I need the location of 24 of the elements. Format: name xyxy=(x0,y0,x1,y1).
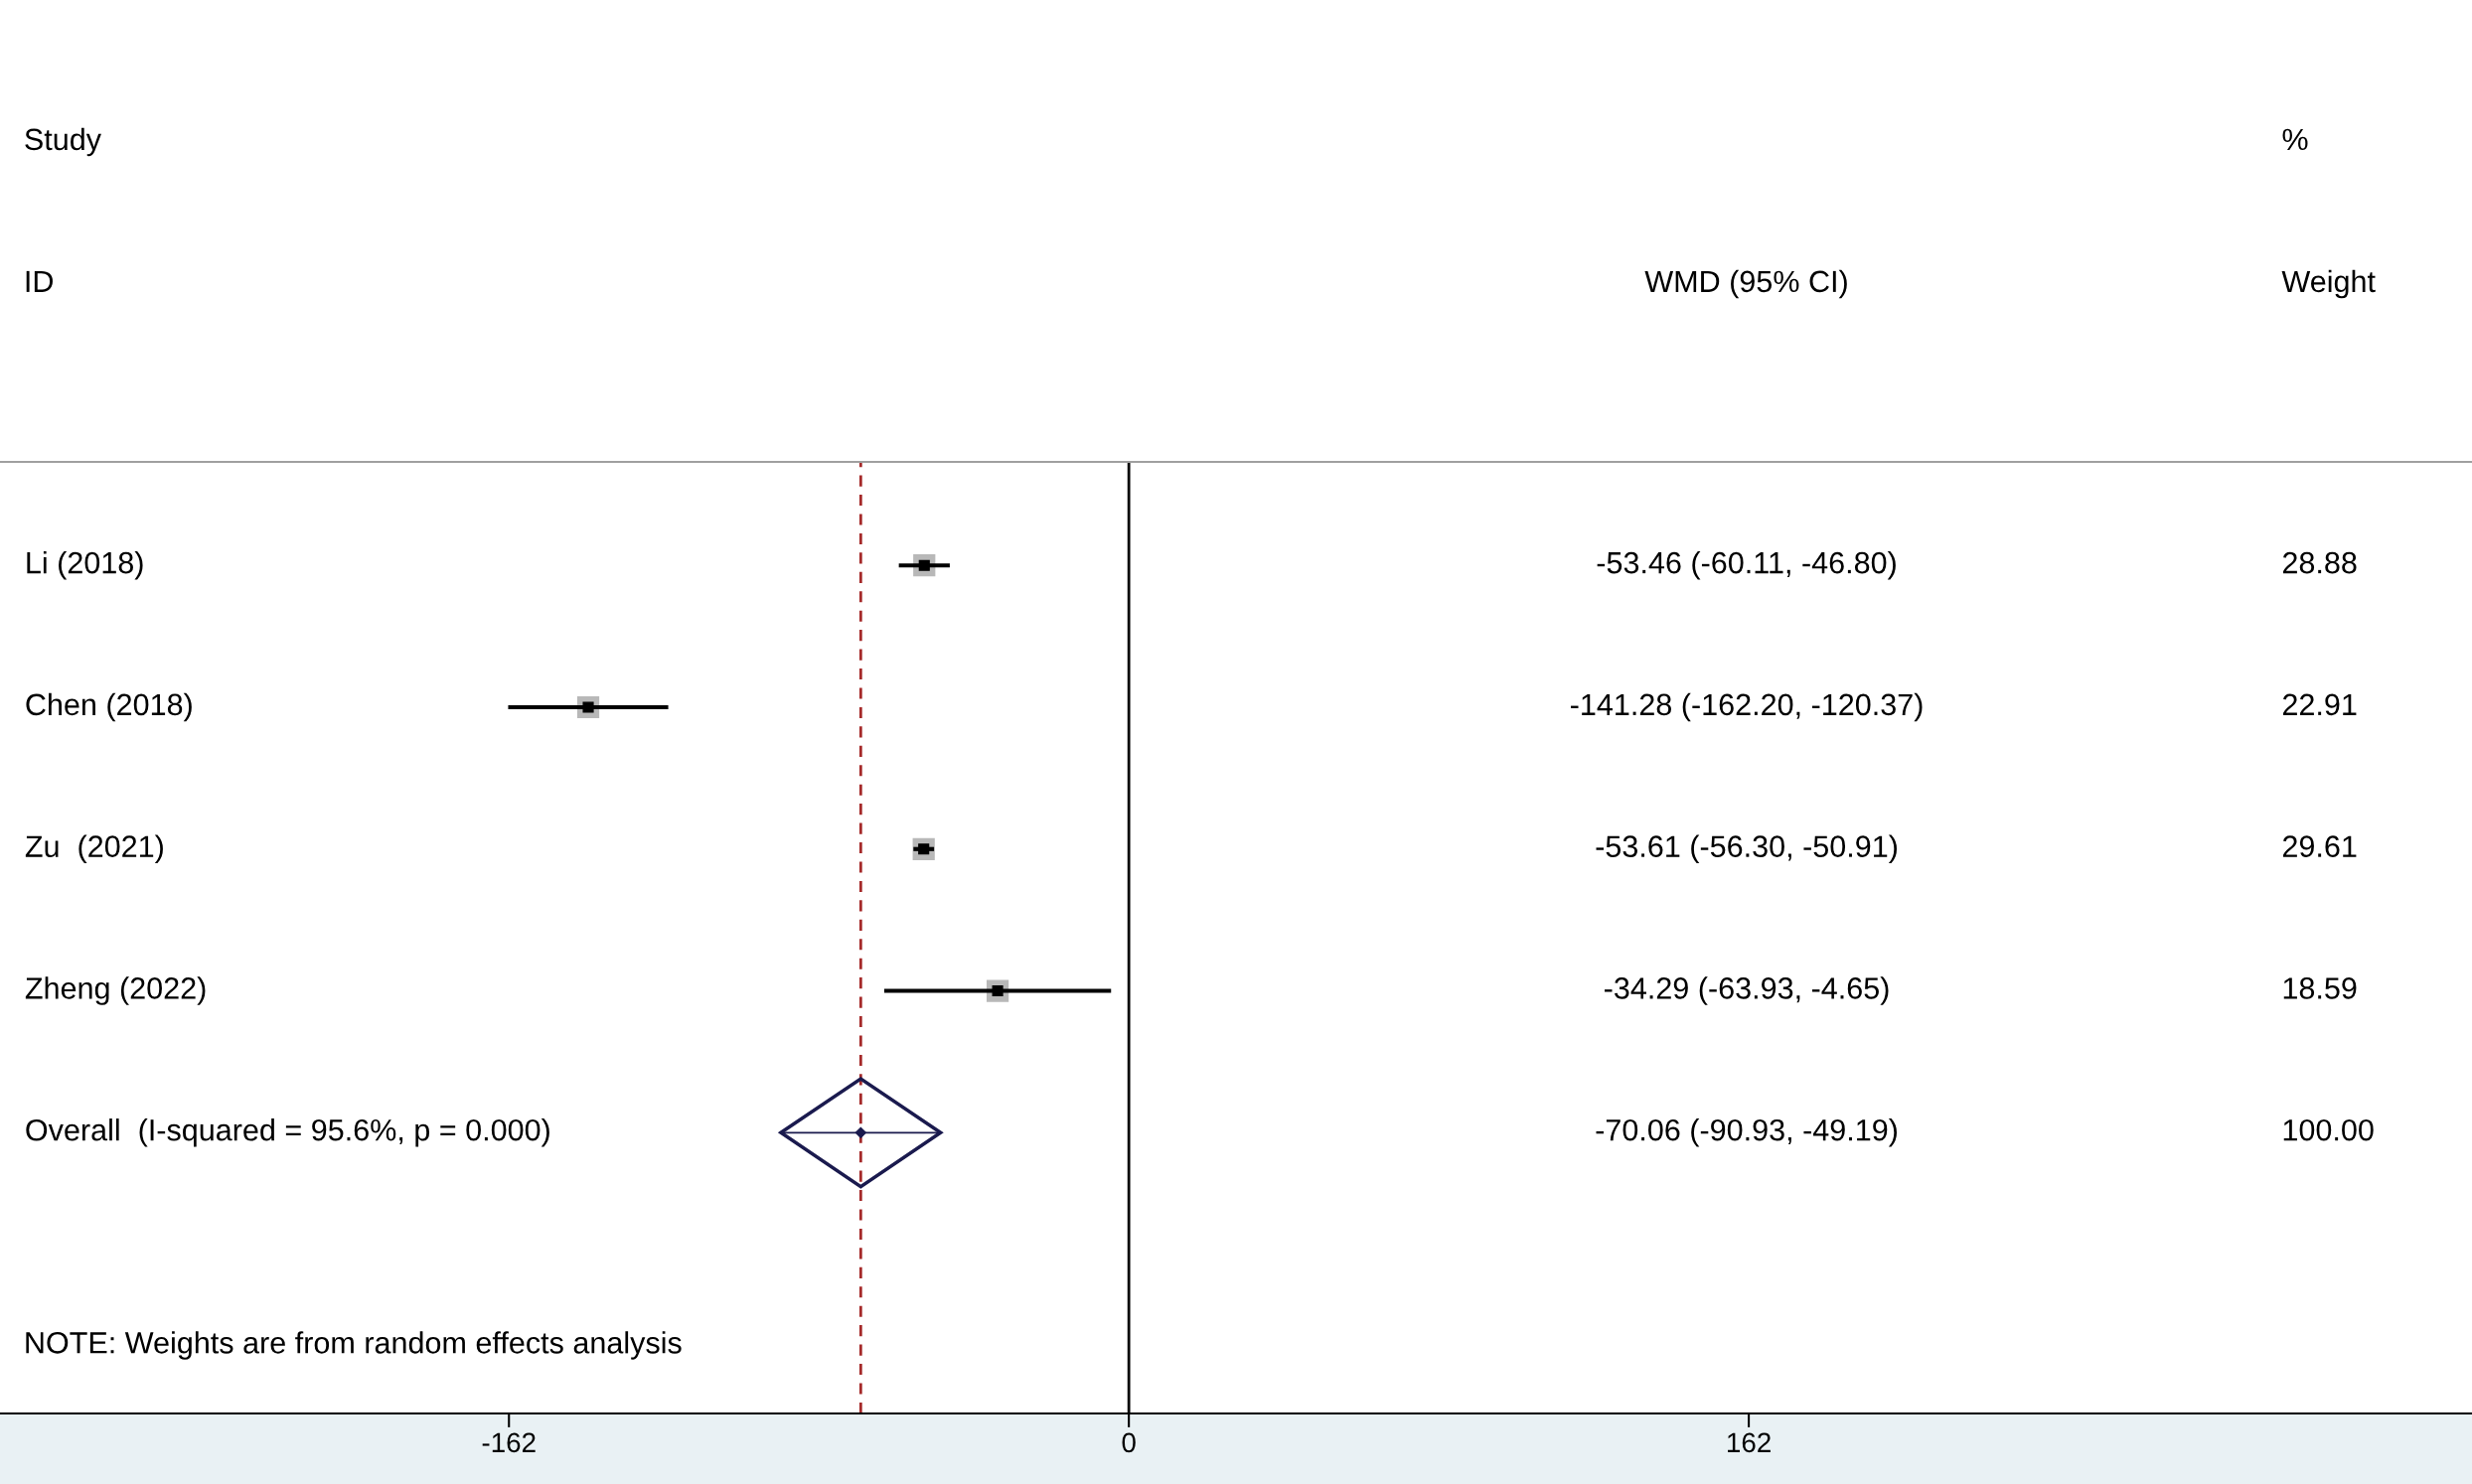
annotation: 29.61 xyxy=(2282,835,2357,857)
text: WMD (95% CI) xyxy=(1644,269,1847,299)
annotation: 28.88 xyxy=(2282,551,2357,574)
annotation: -141.28 (-162.20, -120.37) xyxy=(1571,692,1923,722)
text: Study xyxy=(25,127,101,157)
y-tick-label: Li (2018) xyxy=(27,550,143,580)
annotation: -34.29 (-63.93, -4.65) xyxy=(1605,976,1889,1005)
text: NOTE: Weights are from random effects analysis xyxy=(26,1331,682,1360)
text: ID xyxy=(26,270,53,292)
annotation: -53.61 (-56.30, -50.91) xyxy=(1596,834,1898,863)
text: % xyxy=(2282,128,2308,151)
x-tick-label: -162 xyxy=(482,1432,536,1453)
y-tick-label: Zheng (2022) xyxy=(25,976,206,1005)
y-tick-label: Zu (2021) xyxy=(25,834,163,863)
annotation: -53.46 (-60.11, -46.80) xyxy=(1597,550,1896,580)
text: Weight xyxy=(2281,269,2376,299)
x-tick-label: 0 xyxy=(1122,1432,1136,1453)
annotation: 100.00 xyxy=(2283,1118,2374,1141)
annotation: 18.59 xyxy=(2283,977,2357,999)
x-tick-label: 162 xyxy=(1728,1432,1771,1453)
y-tick-label: Overall (I-squared = 95.6%, p = 0.000) xyxy=(26,1118,549,1147)
annotation: -70.06 (-90.93, -49.19) xyxy=(1596,1118,1898,1147)
annotation: 22.91 xyxy=(2282,693,2357,716)
y-tick-label: Chen (2018) xyxy=(26,692,192,722)
